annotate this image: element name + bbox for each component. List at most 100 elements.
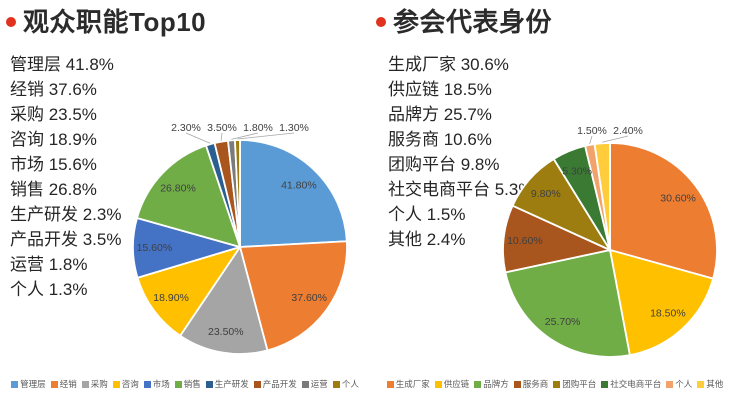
legend-label: 销售 xyxy=(183,379,201,389)
legend-label: 采购 xyxy=(90,379,108,389)
legend-item: 个人 xyxy=(332,378,359,390)
slice-data-label: 1.80% xyxy=(243,122,273,134)
pie-slice xyxy=(234,139,241,248)
stat-item: 咨询 18.9% xyxy=(10,130,97,149)
pie-slice xyxy=(136,246,241,337)
stat-item: 生成厂家 30.6% xyxy=(388,55,509,74)
pie-slice xyxy=(504,249,631,358)
leader-line xyxy=(602,135,629,143)
legend-swatch-icon xyxy=(434,380,442,388)
pie-slice xyxy=(609,142,718,280)
stat-item: 品牌方 25.7% xyxy=(388,105,492,124)
legend-swatch-icon xyxy=(666,380,674,388)
leader-line xyxy=(237,132,295,140)
legend-swatch-icon xyxy=(50,380,58,388)
legend-label: 个人 xyxy=(341,379,359,389)
legend-label: 运营 xyxy=(310,379,328,389)
legend-swatch-icon xyxy=(386,380,394,388)
slice-data-label: 37.60% xyxy=(291,292,327,304)
legend-swatch-icon xyxy=(112,380,120,388)
legend-label: 管理层 xyxy=(20,379,46,389)
red-bullet-icon xyxy=(376,17,386,27)
stat-item: 销售 26.8% xyxy=(10,180,97,199)
chart-title: 观众职能Top10 xyxy=(23,7,207,37)
legend-label: 服务商 xyxy=(522,379,549,389)
pie-chart: 41.80% 37.60% 23.50% 18.90% 15.60% 26.80% 2.30… xyxy=(132,122,348,355)
legend-label: 经销 xyxy=(59,379,77,389)
stat-item: 社交电商平台 5.3% xyxy=(388,180,534,199)
legend-label: 产品开发 xyxy=(262,379,297,389)
legend-swatch-icon xyxy=(11,380,19,388)
legend-swatch-icon xyxy=(143,380,151,388)
stat-item: 经销 37.6% xyxy=(10,80,97,99)
stat-item: 市场 15.6% xyxy=(10,155,97,174)
legend-label: 咨询 xyxy=(121,379,139,389)
legend-label: 市场 xyxy=(152,379,170,389)
stat-item: 供应链 18.5% xyxy=(388,80,492,99)
legend-item: 生成厂家 xyxy=(386,378,430,390)
chart-title-row: 观众职能Top10 xyxy=(6,9,206,35)
pie-slice xyxy=(593,142,611,251)
stat-item: 运营 1.8% xyxy=(10,255,88,274)
stats-list: 管理层 41.8% 经销 37.6% 采购 23.5% 咨询 18.9% 市场 15.6… xyxy=(10,52,121,302)
legend-item: 生产研发 xyxy=(205,378,249,390)
pie-chart: 30.60% 18.50% 25.70% 10.60% 9.80%5.30% 1.50% 2… xyxy=(502,125,718,358)
chart-panel-attendee-identity: 参会代表身份 生成厂家 30.6% 供应链 18.5% 品牌方 25.7% 服务商 1… xyxy=(370,0,740,412)
pie-slice xyxy=(239,139,348,248)
stat-item: 采购 23.5% xyxy=(10,105,97,124)
stat-item: 产品开发 3.5% xyxy=(10,230,122,249)
legend-swatch-icon xyxy=(81,380,89,388)
stat-item: 个人 1.5% xyxy=(388,205,466,224)
legend-label: 供应链 xyxy=(443,379,470,389)
slice-data-label: 26.80% xyxy=(160,182,196,194)
legend-item: 供应链 xyxy=(434,378,470,390)
legend-label: 生成厂家 xyxy=(395,379,430,389)
chart-legend: 管理层 经销 采购 咨询 市场 销售 生产研发 产品开发 运营 个人 xyxy=(0,378,370,390)
legend-item: 经销 xyxy=(50,378,77,390)
chart-title-row: 参会代表身份 xyxy=(376,9,552,35)
pie-slice xyxy=(609,249,714,357)
legend-swatch-icon xyxy=(253,380,261,388)
legend-label: 个人 xyxy=(675,379,693,389)
leader-line xyxy=(589,135,593,145)
legend-item: 咨询 xyxy=(112,378,139,390)
legend-swatch-icon xyxy=(474,380,482,388)
pie-slice xyxy=(239,240,348,352)
slice-data-label: 23.50% xyxy=(208,326,244,338)
legend-item: 销售 xyxy=(174,378,201,390)
slice-data-label: 9.80% xyxy=(531,188,561,200)
slice-data-label: 1.30% xyxy=(279,122,309,134)
stat-item: 管理层 41.8% xyxy=(10,55,114,74)
slice-data-label: 41.80% xyxy=(281,179,317,191)
stat-item: 生产研发 2.3% xyxy=(10,205,122,224)
leader-line xyxy=(185,132,211,144)
stat-item: 个人 1.3% xyxy=(10,280,88,299)
pie-slice xyxy=(179,246,269,355)
slice-data-label: 25.70% xyxy=(545,316,581,328)
leader-line xyxy=(220,132,223,141)
legend-swatch-icon xyxy=(205,380,213,388)
stat-item: 其他 2.4% xyxy=(388,230,466,249)
legend-item: 品牌方 xyxy=(474,378,509,390)
legend-swatch-icon xyxy=(513,380,521,388)
legend-swatch-icon xyxy=(601,380,609,388)
legend-swatch-icon xyxy=(332,380,340,388)
slice-data-label: 18.90% xyxy=(153,292,189,304)
chart-title: 参会代表身份 xyxy=(393,7,553,37)
slice-data-label: 18.50% xyxy=(650,308,686,320)
legend-item: 社交电商平台 xyxy=(601,378,661,390)
slice-data-label: 30.60% xyxy=(660,193,696,205)
slice-data-label: 2.30% xyxy=(171,122,201,134)
stat-item: 团购平台 9.8% xyxy=(388,155,500,174)
slice-data-label: 2.40% xyxy=(613,125,643,137)
legend-item: 产品开发 xyxy=(253,378,297,390)
legend-label: 社交电商平台 xyxy=(610,379,662,389)
legend-item: 管理层 xyxy=(11,378,46,390)
slice-data-label: 5.30% xyxy=(562,166,592,178)
slice-data-label: 3.50% xyxy=(207,122,237,134)
legend-item: 其他 xyxy=(697,378,723,390)
legend-item: 团购平台 xyxy=(553,378,596,390)
legend-item: 个人 xyxy=(666,378,692,390)
stat-item: 服务商 10.6% xyxy=(388,130,492,149)
